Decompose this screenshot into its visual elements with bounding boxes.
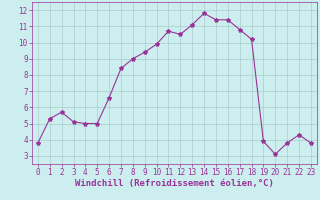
X-axis label: Windchill (Refroidissement éolien,°C): Windchill (Refroidissement éolien,°C) [75, 179, 274, 188]
